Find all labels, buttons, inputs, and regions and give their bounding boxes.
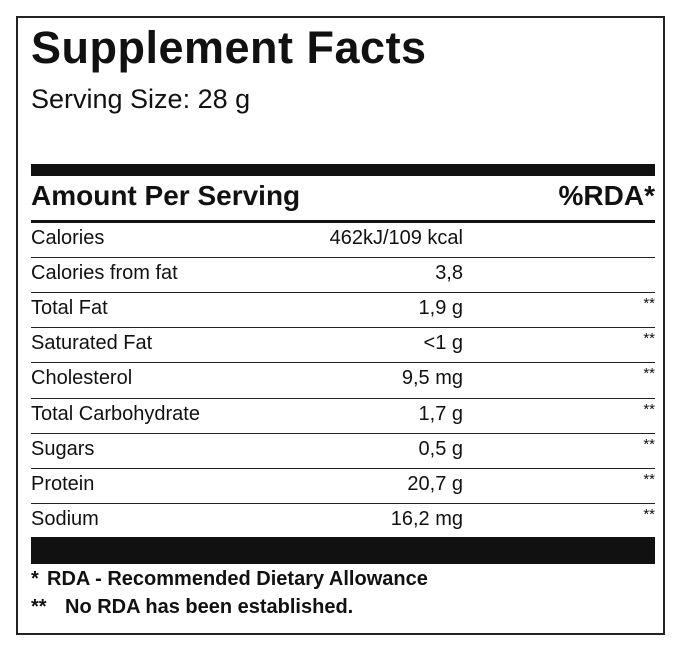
title: Supplement Facts <box>31 22 427 73</box>
rda: ** <box>643 400 655 418</box>
amount: 9,5 mg <box>401 367 463 390</box>
amount: 16,2 mg <box>390 507 463 530</box>
amount: <1 g <box>423 332 463 355</box>
footnote-text: RDA - Recommended Dietary Allowance <box>47 568 428 590</box>
row-rule <box>31 467 655 469</box>
nutrient-name: Total Fat <box>31 297 108 320</box>
amount: 1,7 g <box>418 402 463 425</box>
rda: ** <box>643 505 655 523</box>
frame <box>16 16 665 635</box>
nutrient-name: Protein <box>31 472 95 495</box>
footnote-mark: ** <box>31 596 47 618</box>
amount: 3,8 <box>435 262 463 285</box>
column-header: Amount Per Serving <box>31 180 301 211</box>
nutrient-name: Saturated Fat <box>31 332 153 355</box>
row-rule <box>31 327 655 329</box>
amount: 0,5 g <box>418 437 463 460</box>
amount: 1,9 g <box>418 297 463 320</box>
rda: ** <box>643 295 655 313</box>
row-rule <box>31 257 655 259</box>
rda: ** <box>643 330 655 348</box>
nutrient-name: Cholesterol <box>31 367 133 390</box>
row-rule <box>31 397 655 399</box>
rda: ** <box>643 365 655 383</box>
nutrient-name: Calories <box>31 227 105 249</box>
nutrient-name: Sugars <box>31 437 95 460</box>
bottom-bar <box>31 537 655 564</box>
top-bar <box>31 164 655 176</box>
footnote-text: No RDA has been established. <box>65 596 354 618</box>
serving-size: Serving Size: 28 g <box>31 84 251 114</box>
footnote-mark: * <box>31 568 39 590</box>
row-rule <box>31 362 655 364</box>
rda: ** <box>643 470 655 488</box>
rda: ** <box>643 435 655 453</box>
row-rule <box>31 292 655 294</box>
amount: 462kJ/109 kcal <box>329 227 463 249</box>
row-rule <box>31 502 655 504</box>
header-rule <box>31 220 655 223</box>
column-header: %RDA* <box>558 180 655 211</box>
nutrient-name: Total Carbohydrate <box>31 402 200 425</box>
nutrient-name: Sodium <box>31 507 99 530</box>
amount: 20,7 g <box>407 472 463 495</box>
row-rule <box>31 432 655 434</box>
nutrient-name: Calories from fat <box>31 262 178 285</box>
